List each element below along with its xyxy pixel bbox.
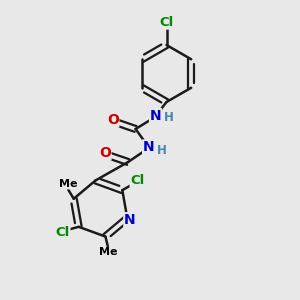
Text: Cl: Cl bbox=[130, 174, 145, 188]
Text: O: O bbox=[99, 146, 111, 160]
Text: Cl: Cl bbox=[56, 226, 70, 239]
Text: H: H bbox=[164, 111, 173, 124]
Text: N: N bbox=[124, 213, 136, 227]
Text: Me: Me bbox=[59, 179, 78, 189]
Text: N: N bbox=[150, 109, 161, 122]
Text: N: N bbox=[143, 140, 154, 154]
Text: Cl: Cl bbox=[159, 16, 174, 29]
Text: O: O bbox=[107, 113, 119, 127]
Text: H: H bbox=[157, 143, 166, 157]
Text: Me: Me bbox=[99, 248, 117, 257]
